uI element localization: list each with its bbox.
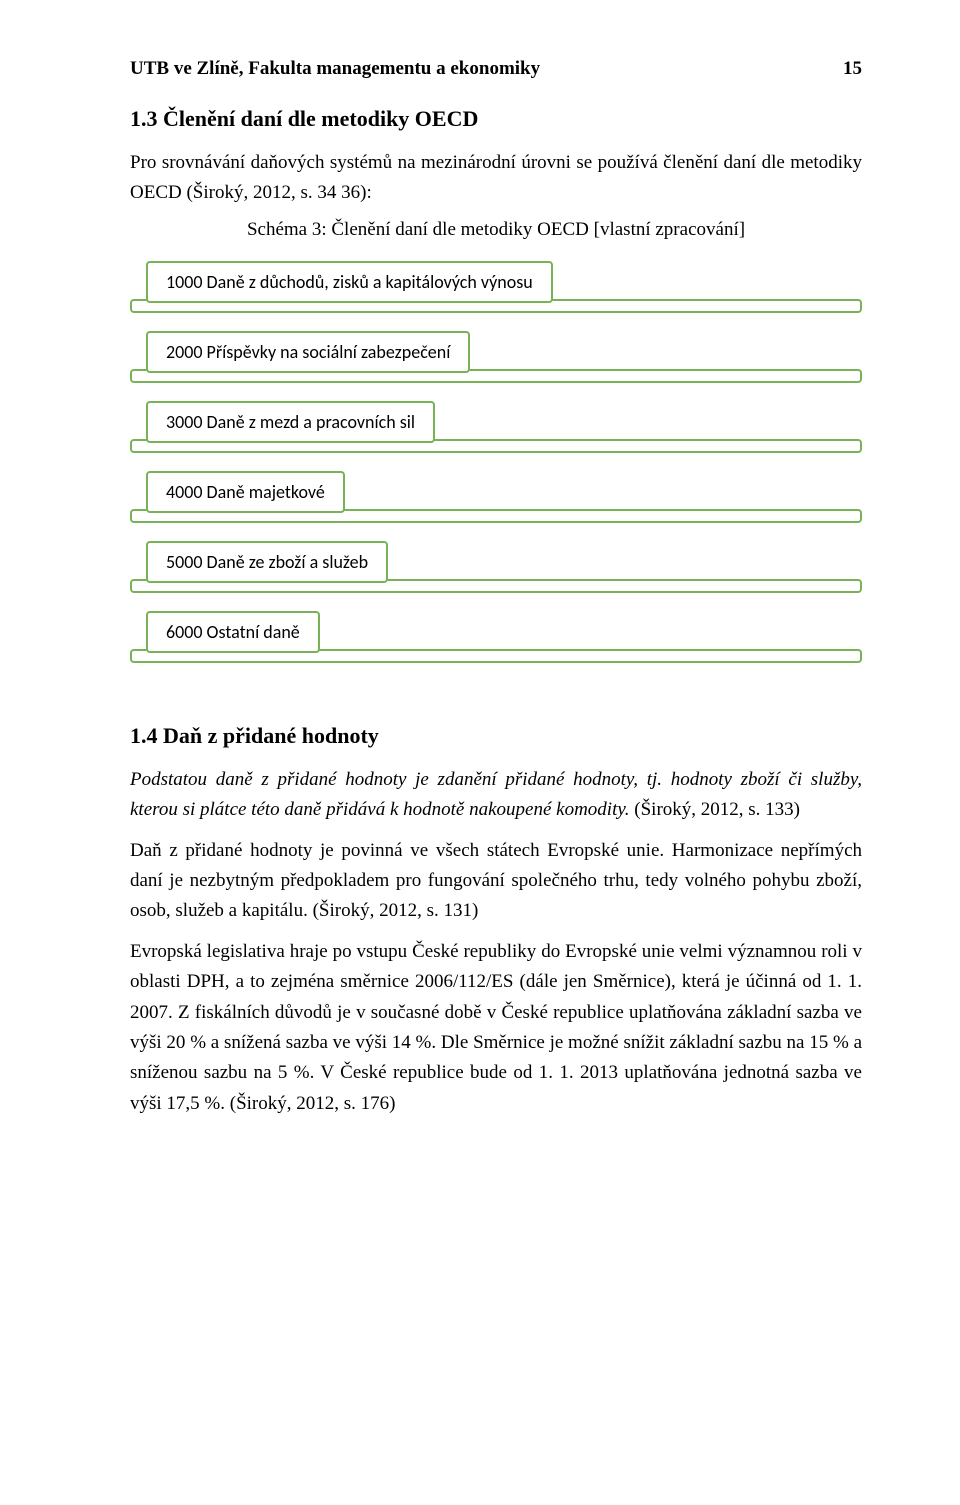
category-2000: 2000 Příspěvky na sociální zabezpečení [130, 331, 862, 383]
para1-reference: (Široký, 2012, s. 133) [630, 799, 800, 820]
page-header: UTB ve Zlíně, Fakulta managementu a ekon… [130, 58, 862, 80]
header-left: UTB ve Zlíně, Fakulta managementu a ekon… [130, 58, 540, 80]
category-label: 3000 Daně z mezd a pracovních sil [146, 401, 435, 443]
category-6000: 6000 Ostatní daně [130, 611, 862, 663]
section-1-3-intro: Pro srovnávání daňových systémů na mezin… [130, 148, 862, 209]
category-4000: 4000 Daně majetkové [130, 471, 862, 523]
section-1-4-para3: Evropská legislativa hraje po vstupu Čes… [130, 937, 862, 1119]
category-label: 5000 Daně ze zboží a služeb [146, 541, 388, 583]
document-page: UTB ve Zlíně, Fakulta managementu a ekon… [0, 0, 960, 1189]
category-label: 2000 Příspěvky na sociální zabezpečení [146, 331, 470, 373]
category-label: 6000 Ostatní daně [146, 611, 320, 653]
section-1-4-para1: Podstatou daně z přidané hodnoty je zdan… [130, 765, 862, 826]
section-1-4-para2: Daň z přidané hodnoty je povinná ve všec… [130, 836, 862, 927]
category-1000: 1000 Daně z důchodů, zisků a kapitálovýc… [130, 261, 862, 313]
category-label: 4000 Daně majetkové [146, 471, 345, 513]
figure-caption: Schéma 3: Členění daní dle metodiky OECD… [130, 219, 862, 241]
category-5000: 5000 Daně ze zboží a služeb [130, 541, 862, 593]
section-1-4-heading: 1.4 Daň z přidané hodnoty [130, 723, 862, 749]
oecd-diagram: 1000 Daně z důchodů, zisků a kapitálovýc… [130, 261, 862, 663]
section-1-3-heading: 1.3 Členění daní dle metodiky OECD [130, 106, 862, 132]
category-3000: 3000 Daně z mezd a pracovních sil [130, 401, 862, 453]
page-number: 15 [843, 58, 862, 80]
category-label: 1000 Daně z důchodů, zisků a kapitálovýc… [146, 261, 553, 303]
